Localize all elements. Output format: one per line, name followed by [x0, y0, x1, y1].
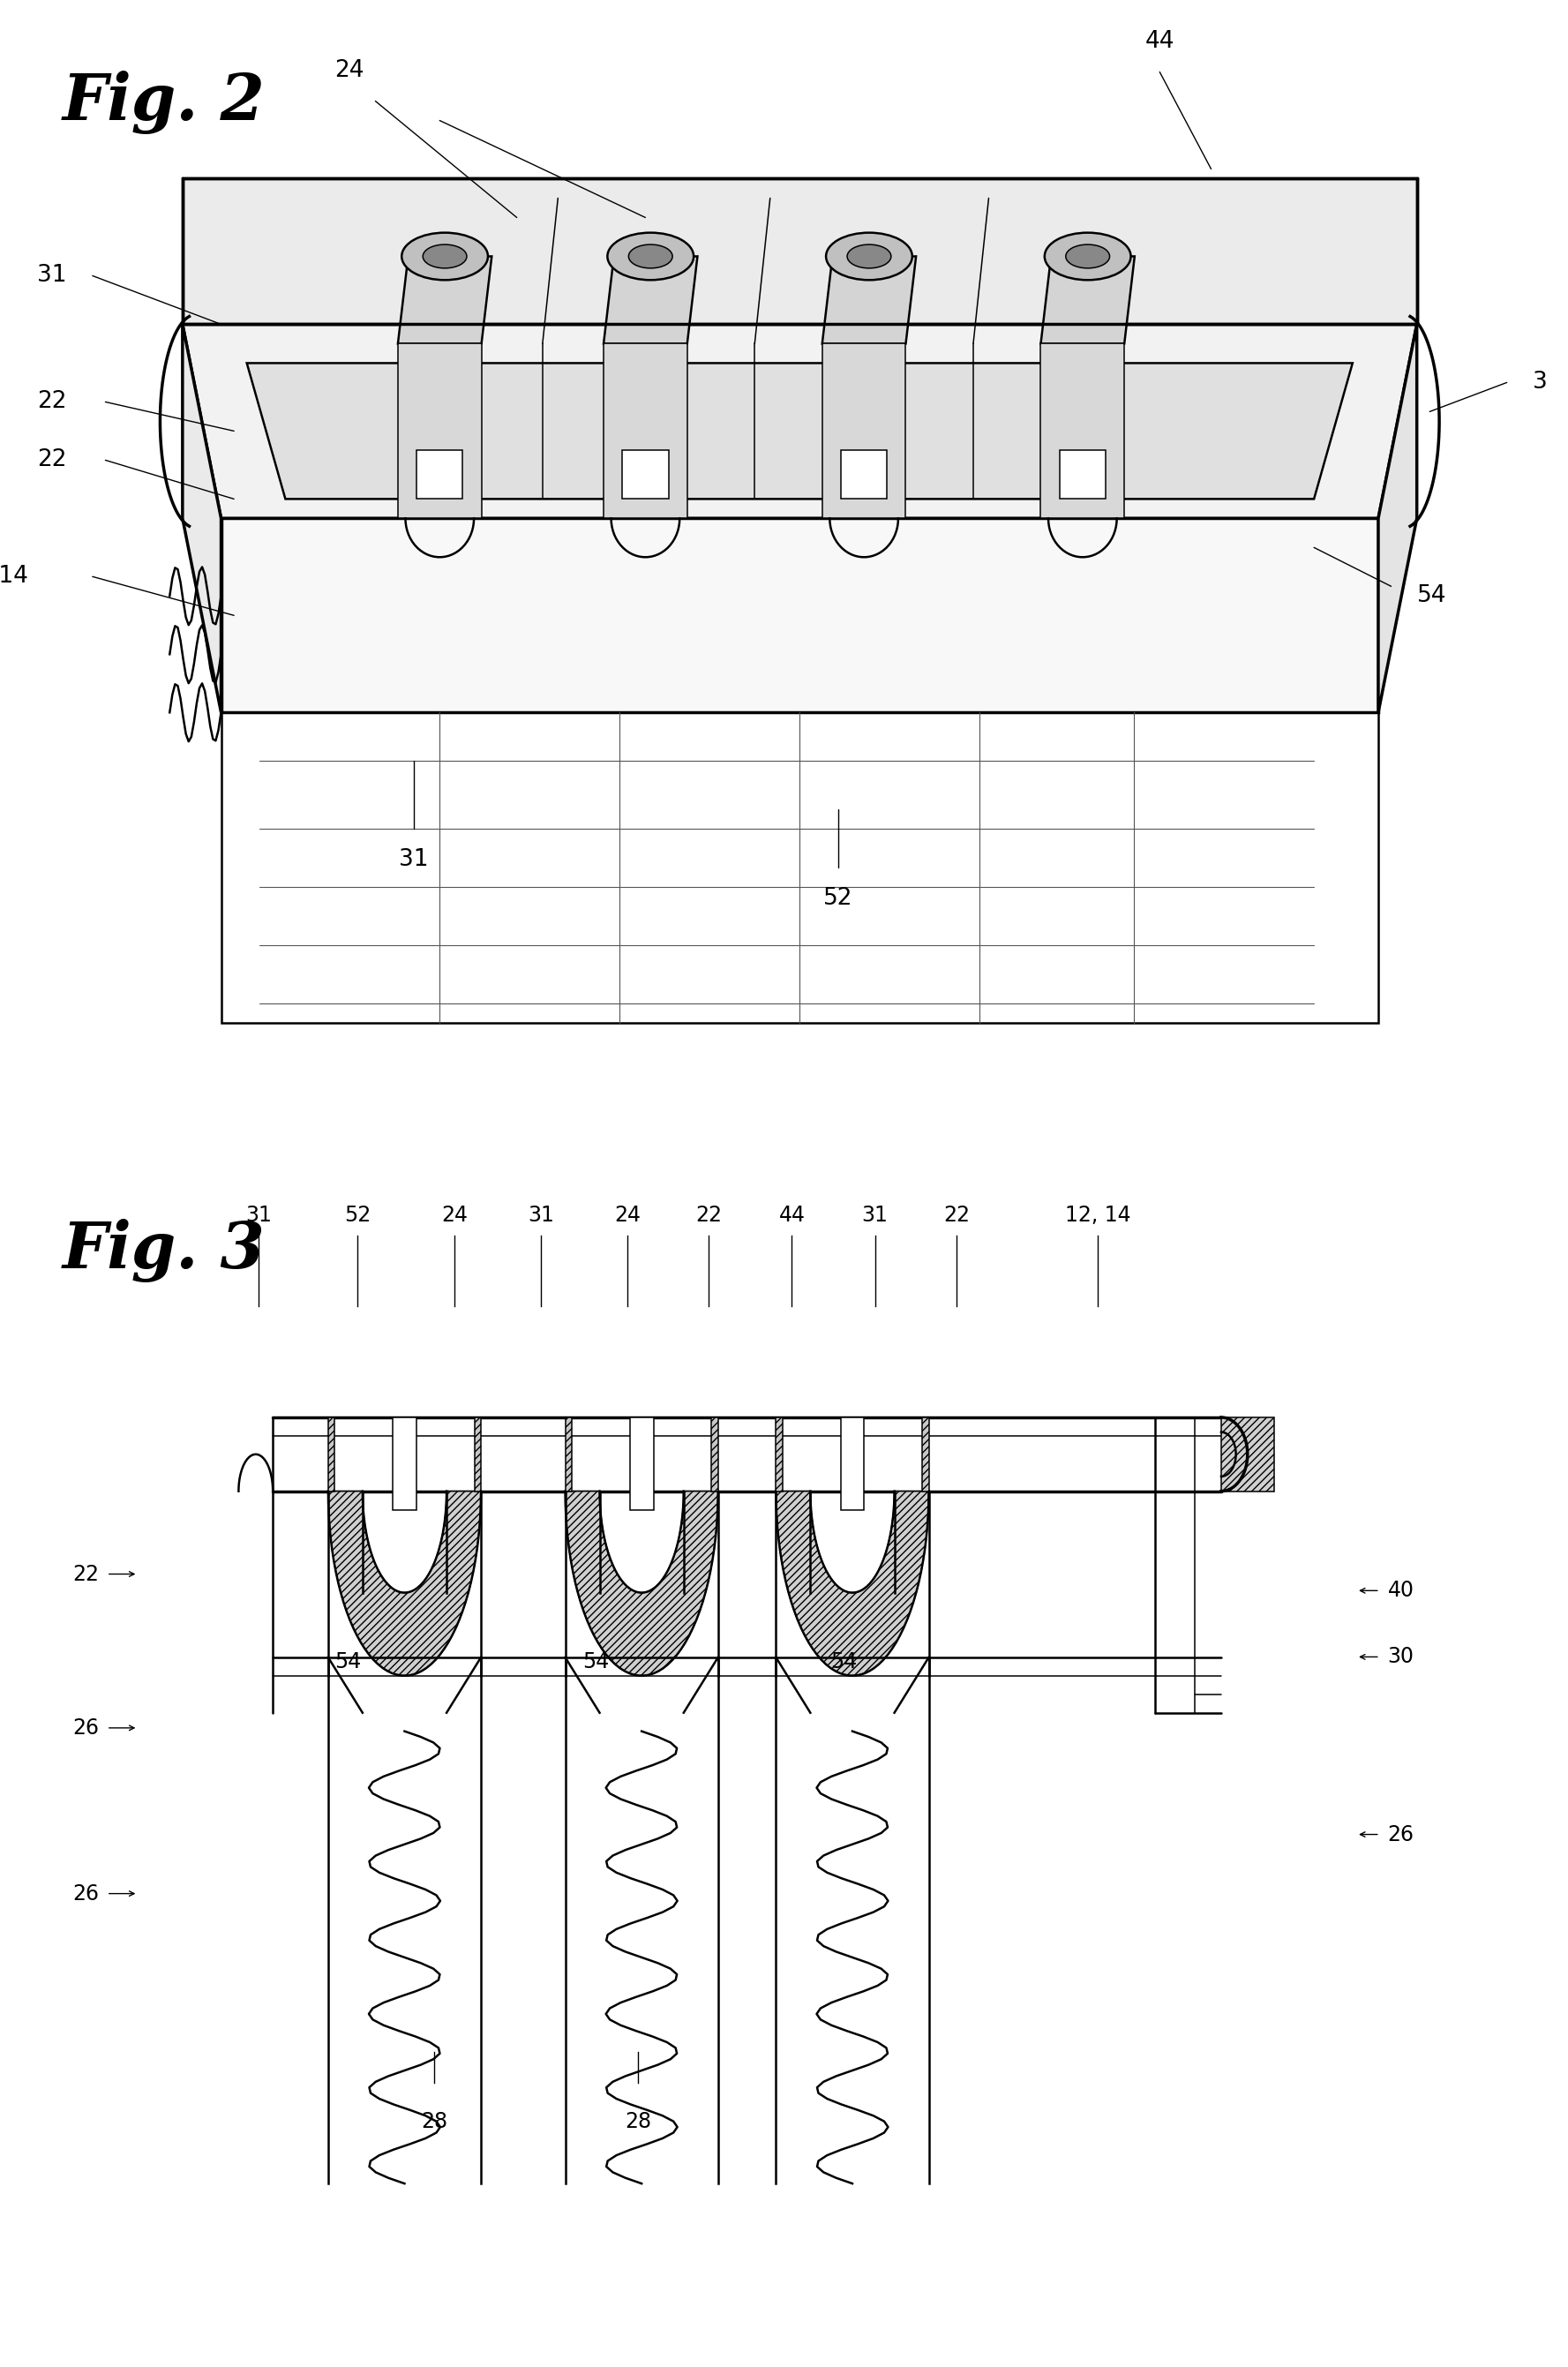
- Polygon shape: [822, 343, 906, 518]
- Polygon shape: [822, 256, 916, 343]
- Polygon shape: [776, 1491, 928, 1676]
- Polygon shape: [1041, 343, 1124, 518]
- Polygon shape: [840, 1418, 864, 1510]
- Text: 3: 3: [1532, 372, 1548, 393]
- Text: 12, 14: 12, 14: [0, 566, 28, 587]
- Text: 28: 28: [626, 2111, 651, 2133]
- Text: Fig. 3: Fig. 3: [63, 1219, 265, 1283]
- Polygon shape: [182, 324, 1417, 518]
- Polygon shape: [604, 343, 687, 518]
- Polygon shape: [776, 1418, 782, 1491]
- Polygon shape: [840, 450, 887, 499]
- Text: 28: 28: [422, 2111, 447, 2133]
- Polygon shape: [1041, 256, 1135, 343]
- Polygon shape: [182, 324, 221, 712]
- Text: 30: 30: [1388, 1647, 1414, 1666]
- Ellipse shape: [1044, 232, 1131, 279]
- Text: 24: 24: [336, 59, 364, 83]
- Polygon shape: [328, 1418, 334, 1491]
- Polygon shape: [1378, 324, 1417, 712]
- Ellipse shape: [847, 244, 891, 267]
- Text: 54: 54: [1417, 585, 1446, 608]
- Ellipse shape: [826, 232, 913, 279]
- Text: 24: 24: [442, 1205, 467, 1226]
- Polygon shape: [392, 1418, 417, 1510]
- Text: Fig. 2: Fig. 2: [63, 71, 265, 135]
- Text: 31: 31: [862, 1205, 887, 1226]
- Ellipse shape: [401, 232, 488, 279]
- Text: 31: 31: [528, 1205, 554, 1226]
- Text: 40: 40: [1388, 1581, 1414, 1600]
- Polygon shape: [712, 1418, 718, 1491]
- Text: 22: 22: [38, 391, 67, 414]
- Text: 26: 26: [72, 1718, 99, 1737]
- Text: 54: 54: [334, 1652, 362, 1671]
- Ellipse shape: [607, 232, 693, 279]
- Polygon shape: [328, 1491, 481, 1676]
- Text: 44: 44: [1145, 31, 1174, 52]
- Text: 22: 22: [944, 1205, 969, 1226]
- Text: 22: 22: [38, 450, 67, 471]
- Text: 24: 24: [615, 1205, 640, 1226]
- Polygon shape: [182, 180, 1417, 324]
- Text: 22: 22: [696, 1205, 721, 1226]
- Text: 52: 52: [343, 1205, 372, 1226]
- Polygon shape: [564, 1418, 572, 1491]
- Polygon shape: [221, 518, 1378, 712]
- Text: 31: 31: [400, 847, 428, 871]
- Polygon shape: [1221, 1418, 1273, 1491]
- Ellipse shape: [423, 244, 467, 267]
- Text: 54: 54: [829, 1652, 858, 1671]
- Polygon shape: [1060, 450, 1105, 499]
- Polygon shape: [564, 1491, 718, 1676]
- Text: 26: 26: [72, 1884, 99, 1903]
- Polygon shape: [622, 450, 668, 499]
- Polygon shape: [604, 256, 698, 343]
- Polygon shape: [246, 362, 1353, 499]
- Polygon shape: [398, 343, 481, 518]
- Text: 54: 54: [582, 1652, 610, 1671]
- Text: 44: 44: [779, 1205, 804, 1226]
- Text: 31: 31: [246, 1205, 271, 1226]
- Polygon shape: [417, 450, 463, 499]
- Polygon shape: [475, 1418, 481, 1491]
- Polygon shape: [398, 256, 492, 343]
- Ellipse shape: [629, 244, 673, 267]
- Polygon shape: [630, 1418, 654, 1510]
- Text: 22: 22: [72, 1565, 99, 1584]
- Ellipse shape: [1066, 244, 1110, 267]
- Text: 31: 31: [38, 265, 67, 286]
- Text: 52: 52: [823, 888, 853, 909]
- Polygon shape: [922, 1418, 928, 1491]
- Text: 12, 14: 12, 14: [1065, 1205, 1131, 1226]
- Text: 26: 26: [1388, 1825, 1414, 1844]
